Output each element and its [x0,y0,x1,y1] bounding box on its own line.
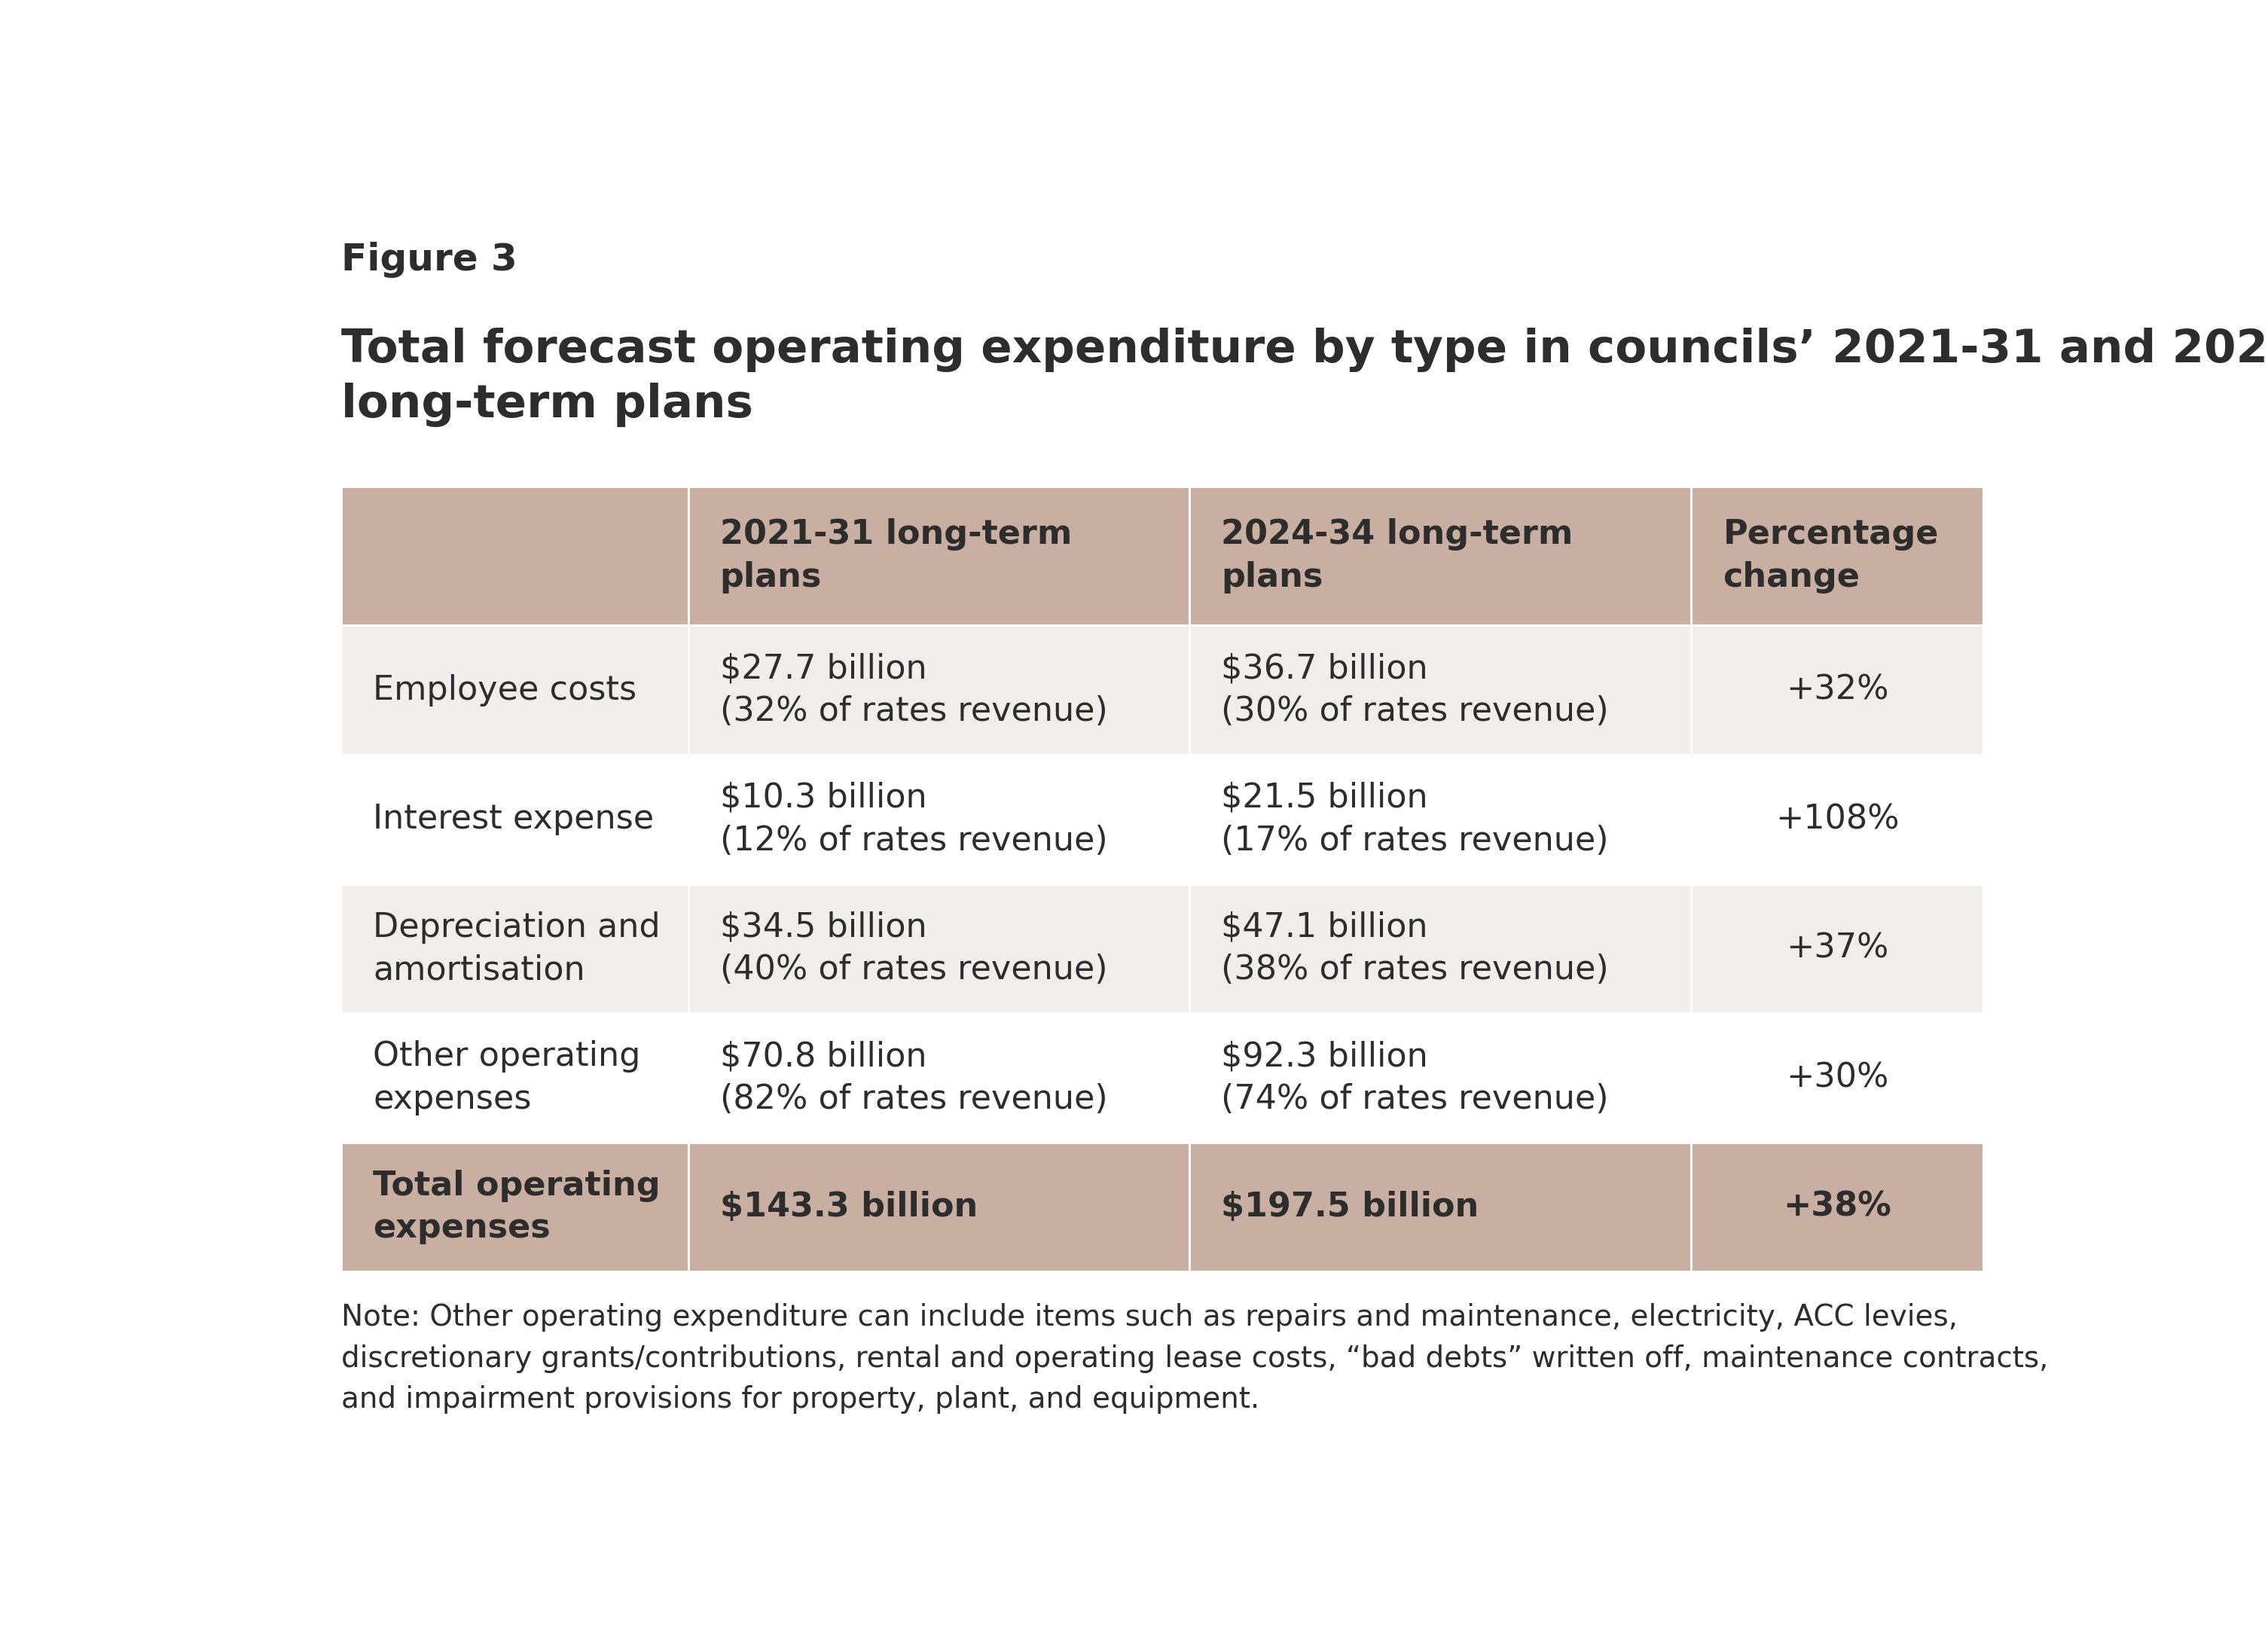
Text: Figure 3: Figure 3 [342,242,517,278]
Bar [342,1013,687,1142]
Text: $21.5 billion
(17% of rates revenue): $21.5 billion (17% of rates revenue) [1222,781,1608,857]
Text: +38%: +38% [1783,1191,1892,1224]
Bar [1191,487,1692,625]
Bar [342,883,687,1013]
Bar [1191,625,1692,755]
Text: Interest expense: Interest expense [374,803,653,836]
Text: +108%: +108% [1776,803,1898,836]
Bar [1191,1013,1692,1142]
Text: +37%: +37% [1785,933,1889,964]
Bar [342,625,687,755]
Text: $10.3 billion
(12% of rates revenue): $10.3 billion (12% of rates revenue) [719,781,1107,857]
Text: $143.3 billion: $143.3 billion [719,1191,978,1224]
Text: Depreciation and
amortisation: Depreciation and amortisation [374,911,660,985]
Text: 2024-34 long-term
plans: 2024-34 long-term plans [1222,518,1574,594]
Text: Note: Other operating expenditure can include items such as repairs and maintena: Note: Other operating expenditure can in… [342,1303,2048,1415]
Bar [1692,625,1982,755]
Text: +32%: +32% [1785,674,1889,706]
Text: $36.7 billion
(30% of rates revenue): $36.7 billion (30% of rates revenue) [1222,653,1608,727]
Bar [687,755,1191,883]
Text: $27.7 billion
(32% of rates revenue): $27.7 billion (32% of rates revenue) [719,653,1107,727]
Bar [687,1142,1191,1272]
Bar [687,487,1191,625]
Bar [1692,1013,1982,1142]
Bar [1191,1142,1692,1272]
Text: $34.5 billion
(40% of rates revenue): $34.5 billion (40% of rates revenue) [719,911,1107,985]
Bar [342,487,687,625]
Bar [1191,883,1692,1013]
Text: +30%: +30% [1785,1061,1889,1094]
Text: Percentage
change: Percentage change [1724,518,1939,594]
Text: Total forecast operating expenditure by type in councils’ 2021-31 and 2024-34
lo: Total forecast operating expenditure by … [342,327,2268,428]
Bar [1692,883,1982,1013]
Bar [1692,1142,1982,1272]
Text: $70.8 billion
(82% of rates revenue): $70.8 billion (82% of rates revenue) [719,1040,1107,1115]
Text: $92.3 billion
(74% of rates revenue): $92.3 billion (74% of rates revenue) [1222,1040,1608,1115]
Bar [342,1142,687,1272]
Text: Total operating
expenses: Total operating expenses [374,1170,660,1244]
Bar [687,1013,1191,1142]
Bar [1692,755,1982,883]
Bar [342,755,687,883]
Bar [687,625,1191,755]
Text: $47.1 billion
(38% of rates revenue): $47.1 billion (38% of rates revenue) [1222,911,1608,985]
Bar [687,883,1191,1013]
Bar [1692,487,1982,625]
Text: $197.5 billion: $197.5 billion [1222,1191,1479,1224]
Text: Other operating
expenses: Other operating expenses [374,1040,642,1115]
Bar [1191,755,1692,883]
Text: 2021-31 long-term
plans: 2021-31 long-term plans [719,518,1073,594]
Text: Employee costs: Employee costs [374,674,637,706]
